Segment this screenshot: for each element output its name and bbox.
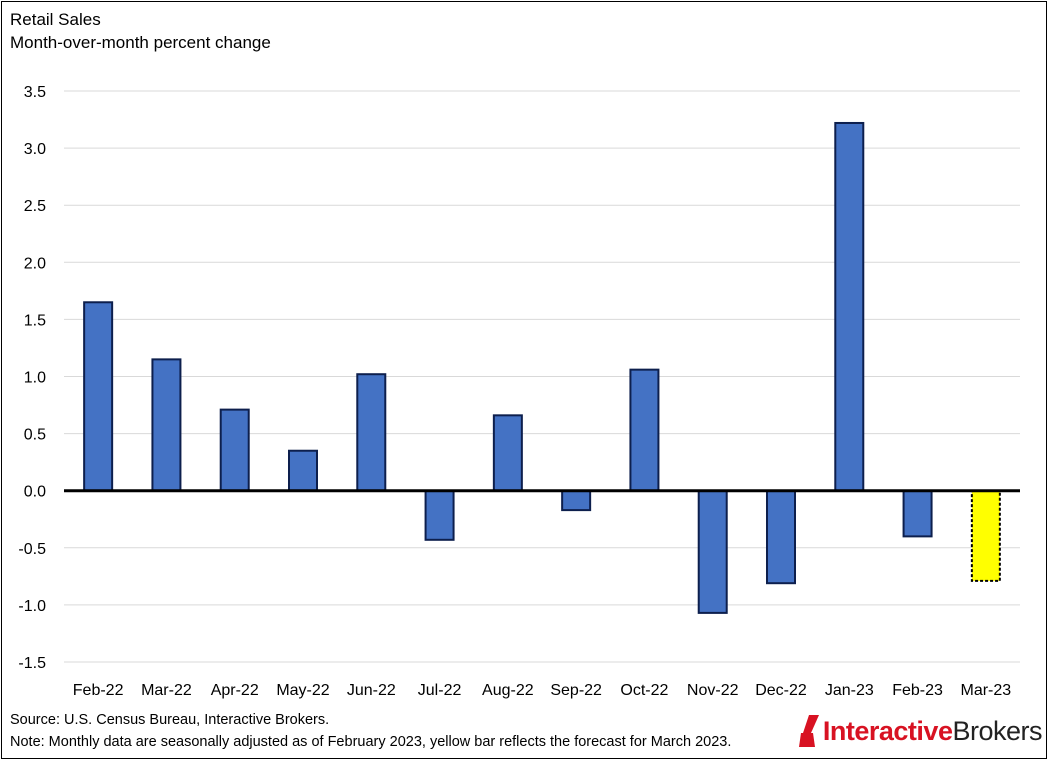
x-tick-label: Dec-22 [755,682,807,699]
bar [356,373,387,492]
bar [83,301,114,492]
y-tick-label: 0.0 [24,484,46,501]
forecast-note: Note: Monthly data are seasonally adjust… [10,734,732,750]
y-tick-label: -1.0 [18,598,46,615]
bars [64,121,1020,614]
y-tick-label: -1.5 [18,655,46,672]
bar [424,489,455,541]
y-tick-label: 3.0 [24,141,46,158]
y-tick-label: -0.5 [18,541,46,558]
x-tick-label: Jun-22 [347,682,396,699]
forecast-bar [970,489,1001,582]
x-tick-label: Apr-22 [211,682,259,699]
x-tick-label: Mar-23 [961,682,1012,699]
x-tick-label: Aug-22 [482,682,534,699]
logo-text-brokers: Brokers [952,715,1042,746]
bar [834,121,865,492]
x-tick-label: Feb-22 [73,682,124,699]
chart-title: Retail Sales [10,10,101,29]
y-axis-ticks: 3.5 3.0 2.5 2.0 1.5 1.0 0.5 0.0 -0.5 -1.0 -1.5 [18,84,46,672]
bar [697,489,728,614]
x-tick-label: Mar-22 [141,682,192,699]
bar [151,358,182,492]
bar [219,408,250,492]
bar [902,489,933,538]
x-tick-label: Sep-22 [550,682,602,699]
x-tick-label: Jan-23 [825,682,874,699]
chart-footer: Source: U.S. Census Bureau, Interactive … [10,709,731,753]
bar [629,368,660,492]
y-tick-label: 2.5 [24,198,46,215]
x-tick-label: Feb-23 [892,682,943,699]
bar [492,414,523,492]
bar [561,489,592,512]
bar [766,489,796,585]
y-tick-label: 1.0 [24,370,46,387]
x-tick-label: Nov-22 [687,682,739,699]
y-tick-label: 0.5 [24,427,46,444]
bar [288,449,318,492]
chart-subtitle: Month-over-month percent change [10,33,271,52]
chart-header: Retail Sales Month-over-month percent ch… [10,8,271,54]
interactive-brokers-logo-icon [798,715,819,747]
y-tick-label: 1.5 [24,312,46,329]
source-note: Source: U.S. Census Bureau, Interactive … [10,712,330,728]
interactive-brokers-logo: Interactive Brokers [798,713,1042,749]
x-axis-ticks: Feb-22 Mar-22 Apr-22 May-22 Jun-22 Jul-22 Aug-… [73,682,1012,699]
y-tick-label: 3.5 [24,84,46,101]
x-tick-label: Oct-22 [620,682,668,699]
x-tick-label: May-22 [276,682,329,699]
x-tick-label: Jul-22 [418,682,462,699]
y-tick-label: 2.0 [24,255,46,272]
grid-lines [64,90,1020,663]
logo-text-interactive: Interactive [822,715,953,746]
